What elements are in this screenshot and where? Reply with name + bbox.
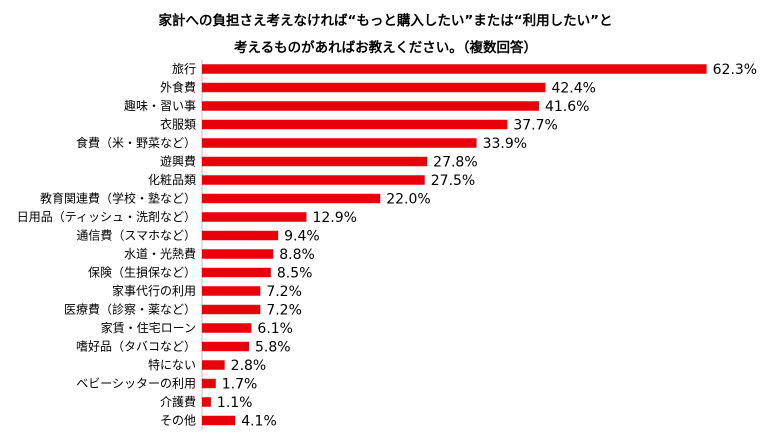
data-label: 1.1% — [217, 395, 253, 411]
chart-title-line-2: 考えるものがあればお教えください。（複数回答） — [234, 40, 537, 56]
category-label: 家賃・住宅ローン — [101, 320, 196, 335]
bar — [202, 230, 279, 241]
bar — [202, 249, 274, 259]
data-label: 41.6% — [545, 99, 589, 115]
category-label: 嗜好品（タバコなど） — [76, 340, 196, 354]
category-label: 衣服類 — [160, 117, 196, 132]
data-label: 22.0% — [386, 192, 430, 208]
data-label: 4.1% — [241, 414, 277, 430]
bar — [202, 138, 477, 148]
category-label: 食費（米・野菜など） — [76, 135, 196, 150]
bar — [202, 212, 307, 222]
category-label: 遊興費 — [160, 154, 196, 169]
bar — [202, 193, 381, 204]
category-label: その他 — [160, 414, 196, 428]
bar — [202, 175, 425, 185]
bar — [202, 156, 428, 167]
bar — [202, 267, 271, 278]
bar — [202, 323, 252, 333]
bar — [202, 397, 211, 407]
bar — [202, 119, 508, 130]
bar — [202, 415, 236, 426]
category-label: 旅行 — [172, 62, 196, 76]
bar — [202, 304, 261, 315]
data-label: 27.5% — [431, 173, 475, 189]
bar — [202, 341, 249, 352]
data-label: 2.8% — [231, 358, 267, 374]
data-label: 42.4% — [551, 81, 595, 97]
category-label: 水道・光熱費 — [124, 246, 196, 261]
data-label: 6.1% — [257, 321, 293, 337]
data-label: 62.3% — [713, 62, 757, 78]
data-label: 7.2% — [266, 303, 302, 319]
category-label: 日用品（ティッシュ・洗剤など） — [17, 209, 196, 224]
bar — [202, 378, 216, 389]
bar — [202, 360, 225, 370]
bar — [202, 64, 707, 74]
category-label: 教育関連費（学校・塾など） — [40, 191, 196, 206]
category-label: 趣味・習い事 — [124, 98, 196, 113]
bar — [202, 286, 261, 296]
data-label: 7.2% — [266, 284, 302, 300]
category-label: 通信費（スマホなど） — [76, 228, 196, 243]
category-label: 特にない — [148, 357, 196, 372]
category-label: ベビーシッターの利用 — [76, 377, 196, 391]
data-label: 33.9% — [483, 136, 527, 152]
data-label: 5.8% — [255, 340, 291, 356]
data-label: 8.8% — [279, 247, 315, 263]
category-label: 介護費 — [160, 394, 196, 409]
category-label: 保険（生損保など） — [88, 265, 196, 280]
data-label: 37.7% — [513, 118, 557, 134]
category-label: 外食費 — [160, 80, 196, 95]
category-label: 化粧品類 — [148, 173, 196, 187]
category-label: 医療費（診察・薬など） — [64, 302, 196, 317]
chart-title-line-1: 家計への負担さえ考えなければ“もっと購入したい”または“利用したい”と — [158, 13, 613, 29]
bar — [202, 101, 539, 111]
bar — [202, 82, 546, 93]
data-label: 27.8% — [433, 155, 477, 171]
category-label: 家事代行の利用 — [112, 283, 196, 298]
data-label: 8.5% — [277, 266, 313, 282]
data-label: 12.9% — [312, 210, 356, 226]
data-label: 1.7% — [222, 377, 258, 393]
data-label: 9.4% — [284, 229, 320, 245]
